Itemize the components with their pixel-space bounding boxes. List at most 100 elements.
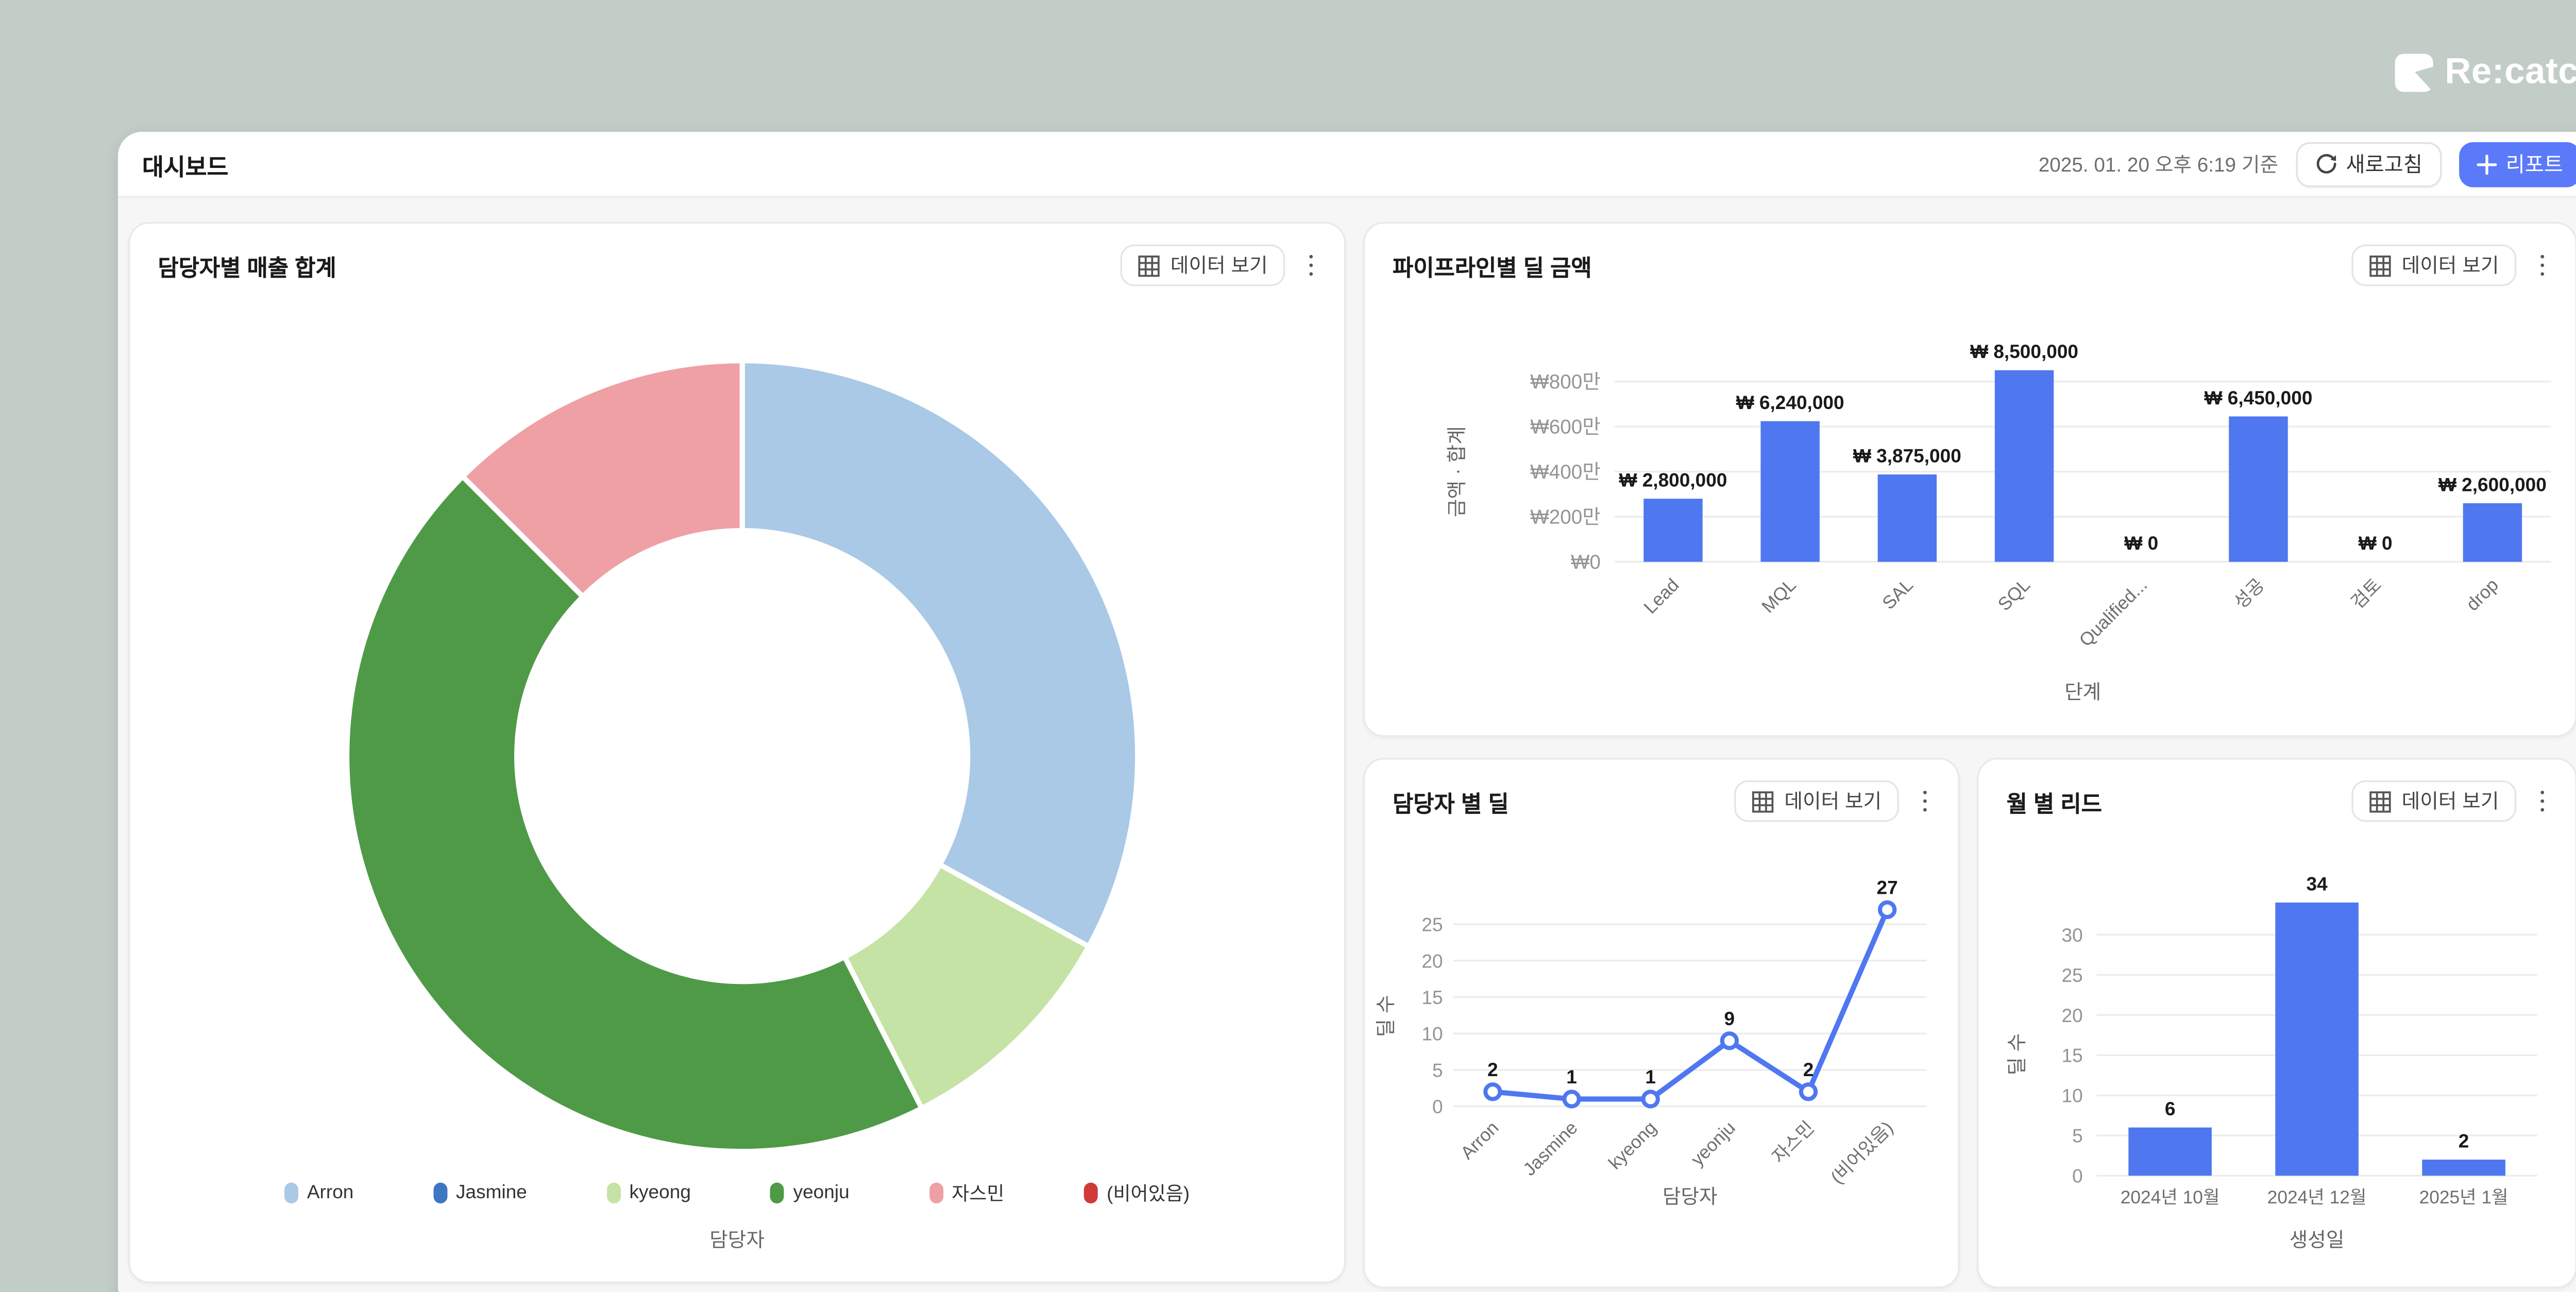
svg-text:2024년 12월: 2024년 12월 — [2267, 1187, 2367, 1208]
data-view-label: 데이터 보기 — [2401, 792, 2499, 813]
svg-text:성공: 성공 — [2230, 575, 2268, 613]
brand-name: Re:catch — [2445, 52, 2576, 92]
donut-chart[interactable] — [343, 357, 1141, 1154]
legend-item: Jasmine — [433, 1179, 527, 1207]
legend-label: (비어있음) — [1107, 1184, 1190, 1205]
refresh-icon — [2316, 154, 2336, 174]
svg-text:₩400만: ₩400만 — [1530, 461, 1601, 483]
legend-label: 자스민 — [952, 1184, 1005, 1205]
donut-legend: Arron Jasmine kyeong yeonju 자스민 (비어있음) — [130, 1179, 1344, 1207]
dashboard-header: 대시보드 2025. 01. 20 오후 6:19 기준 새로고침 리포트 — [117, 131, 2576, 198]
legend-item: kyeong — [606, 1179, 691, 1207]
svg-text:25: 25 — [1421, 914, 1443, 936]
svg-text:₩ 3,875,000: ₩ 3,875,000 — [1853, 445, 1961, 466]
svg-text:₩800만: ₩800만 — [1530, 371, 1601, 393]
plus-icon — [2477, 154, 2497, 174]
legend-item: Arron — [284, 1179, 353, 1207]
svg-text:₩ 6,450,000: ₩ 6,450,000 — [2205, 387, 2313, 409]
more-options-button[interactable] — [2530, 784, 2554, 818]
refresh-button[interactable]: 새로고침 — [2295, 141, 2442, 186]
legend-swatch — [606, 1182, 621, 1204]
svg-text:5: 5 — [2072, 1125, 2083, 1147]
svg-text:금액 · 합계: 금액 · 합계 — [1446, 426, 1468, 517]
table-icon — [2369, 254, 2391, 276]
svg-text:검토: 검토 — [2347, 575, 2385, 613]
donut-axis-title: 담당자 — [709, 1231, 765, 1252]
refresh-button-label: 새로고침 — [2346, 152, 2423, 177]
svg-text:10: 10 — [2061, 1085, 2082, 1107]
svg-text:Lead: Lead — [1640, 575, 1683, 618]
svg-text:Arron: Arron — [1457, 1117, 1503, 1163]
legend-swatch — [433, 1182, 448, 1204]
report-button[interactable]: 리포트 — [2459, 141, 2576, 186]
svg-text:₩ 2,800,000: ₩ 2,800,000 — [1619, 469, 1727, 491]
svg-text:9: 9 — [1724, 1008, 1735, 1029]
dashboard-panel: 대시보드 2025. 01. 20 오후 6:19 기준 새로고침 리포트 — [117, 131, 2576, 1292]
monthly-bar-chart[interactable]: 0 5 10 15 20 25 30 6 2024년 10월 34 2024년 12월 2 2025년 … — [1979, 836, 2576, 1290]
svg-text:₩ 8,500,000: ₩ 8,500,000 — [1970, 341, 2078, 362]
svg-text:2025년 1월: 2025년 1월 — [2419, 1187, 2509, 1208]
report-button-label: 리포트 — [2505, 152, 2564, 177]
page-title: 대시보드 — [142, 153, 229, 180]
data-view-label: 데이터 보기 — [2401, 257, 2499, 278]
svg-text:단계: 단계 — [2064, 682, 2101, 704]
card-deal-amount-by-pipeline: 파이프라인별 딜 금액 데이터 보기 ₩0 ₩200만 ₩400만 ₩600만 ₩800… — [1363, 222, 2576, 737]
svg-text:(비어있음): (비어있음) — [1827, 1117, 1897, 1187]
legend-item: (비어있음) — [1084, 1179, 1190, 1207]
owner-line-chart[interactable]: 0 5 10 15 20 25 2 1 1 9 2 27 Arron Jasmine kyeong yeonj… — [1365, 836, 1961, 1290]
pipeline-bar-chart[interactable]: ₩0 ₩200만 ₩400만 ₩600만 ₩800만 ₩ 2,800,000 Lead ₩ 6… — [1365, 300, 2576, 739]
svg-text:SAL: SAL — [1878, 575, 1917, 614]
data-view-button[interactable]: 데이터 보기 — [2351, 244, 2517, 286]
card-title: 담당자 별 딜 — [1392, 790, 1509, 816]
svg-text:drop: drop — [2462, 575, 2502, 615]
legend-swatch — [284, 1182, 299, 1204]
svg-text:₩200만: ₩200만 — [1530, 506, 1601, 529]
more-options-button[interactable] — [1299, 248, 1323, 282]
table-icon — [1752, 790, 1773, 812]
svg-text:Qualified...: Qualified... — [2075, 575, 2151, 651]
data-view-button[interactable]: 데이터 보기 — [1120, 244, 1285, 286]
svg-text:2: 2 — [2459, 1130, 2469, 1151]
svg-text:₩ 0: ₩ 0 — [2124, 532, 2158, 554]
svg-text:1: 1 — [1566, 1066, 1577, 1087]
last-updated-timestamp: 2025. 01. 20 오후 6:19 기준 — [2038, 155, 2279, 176]
svg-text:자스민: 자스민 — [1769, 1117, 1819, 1167]
table-icon — [2369, 790, 2391, 812]
legend-swatch — [1084, 1182, 1098, 1204]
svg-text:15: 15 — [2061, 1045, 2082, 1066]
svg-text:6: 6 — [2165, 1098, 2176, 1119]
svg-text:5: 5 — [1432, 1059, 1443, 1081]
data-view-label: 데이터 보기 — [1784, 792, 1882, 813]
card-monthly-leads: 월 별 리드 데이터 보기 0 5 10 15 20 25 30 6 2024년 10월 34 20… — [1977, 757, 2576, 1290]
legend-swatch — [770, 1182, 785, 1204]
svg-text:10: 10 — [1421, 1023, 1443, 1045]
svg-text:15: 15 — [1421, 987, 1443, 1008]
legend-swatch — [929, 1182, 943, 1204]
more-options-button[interactable] — [2530, 248, 2554, 282]
legend-label: Arron — [307, 1182, 354, 1204]
svg-text:생성일: 생성일 — [2290, 1229, 2345, 1251]
legend-label: yeonju — [793, 1182, 850, 1204]
card-title: 월 별 리드 — [2006, 790, 2102, 816]
svg-text:20: 20 — [2061, 1005, 2082, 1026]
svg-text:0: 0 — [2072, 1165, 2083, 1187]
card-title: 담당자별 매출 합계 — [158, 254, 336, 280]
svg-text:₩ 6,240,000: ₩ 6,240,000 — [1736, 392, 1844, 413]
recatch-logo-icon — [2394, 54, 2433, 92]
svg-text:kyeong: kyeong — [1605, 1117, 1660, 1173]
svg-text:2: 2 — [1487, 1059, 1498, 1080]
svg-text:20: 20 — [1421, 950, 1443, 972]
legend-item: 자스민 — [929, 1179, 1005, 1207]
more-options-button[interactable] — [1913, 784, 1937, 818]
legend-label: Jasmine — [456, 1182, 527, 1204]
legend-label: kyeong — [629, 1182, 691, 1204]
svg-text:yeonju: yeonju — [1687, 1117, 1739, 1169]
data-view-button[interactable]: 데이터 보기 — [1734, 780, 1899, 822]
svg-text:2024년 10월: 2024년 10월 — [2121, 1187, 2220, 1208]
svg-text:1: 1 — [1645, 1066, 1656, 1087]
svg-text:SQL: SQL — [1994, 575, 2035, 615]
svg-text:34: 34 — [2307, 873, 2328, 894]
data-view-button[interactable]: 데이터 보기 — [2351, 780, 2517, 822]
svg-text:0: 0 — [1432, 1096, 1443, 1117]
